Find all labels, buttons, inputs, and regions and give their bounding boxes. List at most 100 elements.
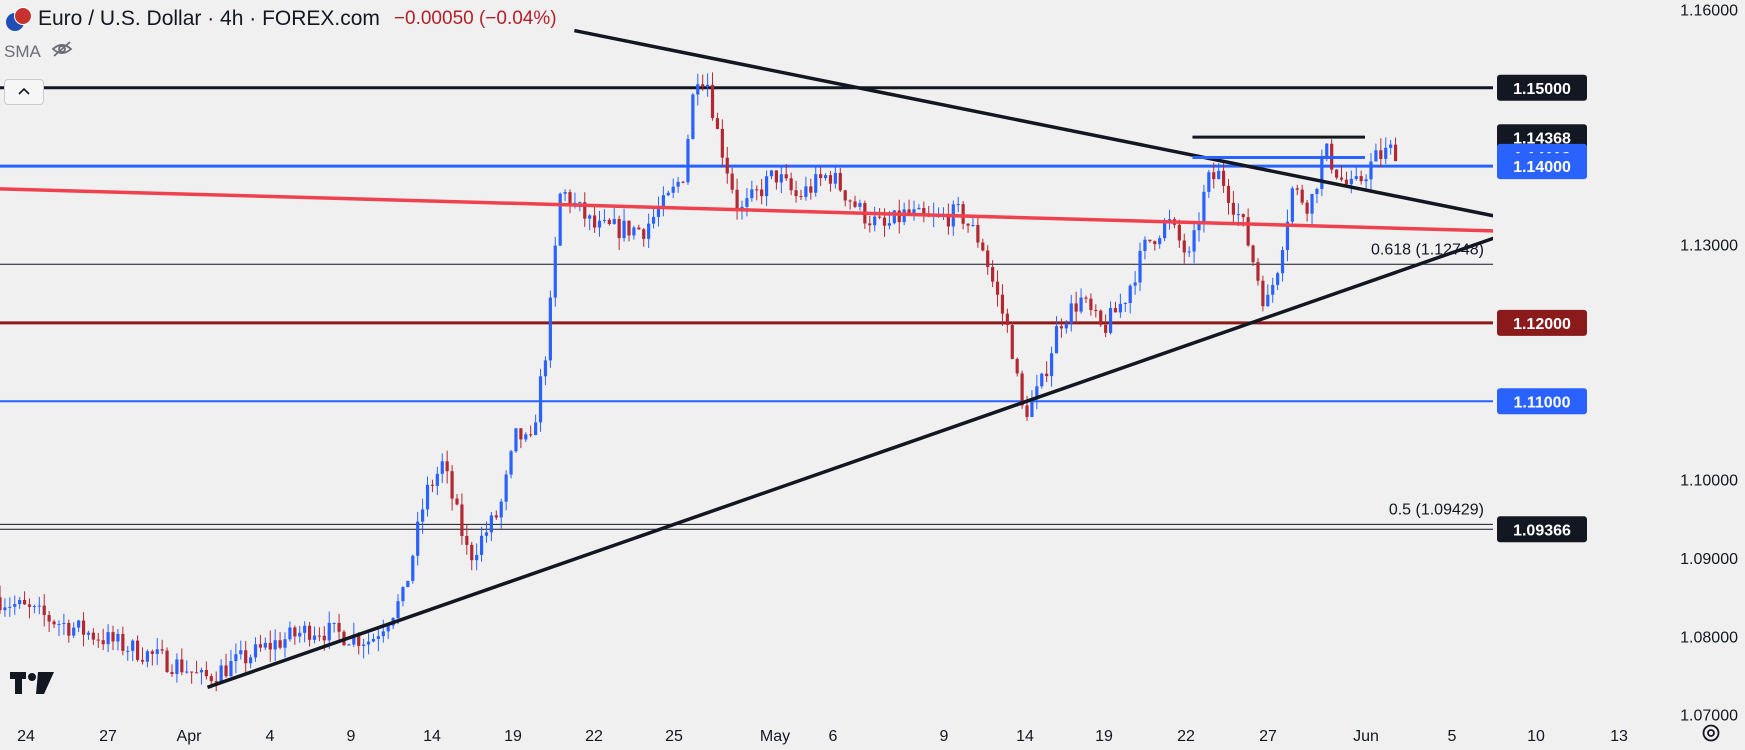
x-tick-label-14: 22 xyxy=(1177,728,1195,745)
candle-body-212 xyxy=(1040,373,1044,387)
candle-body-107 xyxy=(524,434,528,440)
candle-body-121 xyxy=(592,215,597,228)
candle-body-84 xyxy=(411,555,415,581)
candle-body-229 xyxy=(1123,302,1127,304)
indicator-label[interactable]: SMA xyxy=(4,41,41,61)
symbol-title[interactable]: Euro / U.S. Dollar · 4h · FOREX.com xyxy=(38,7,380,30)
candle-body-39 xyxy=(190,671,194,673)
candle-body-69 xyxy=(337,622,341,632)
eye-off-icon[interactable] xyxy=(51,40,73,63)
trendline-ascending-support xyxy=(206,236,1493,689)
collapse-legend-button[interactable] xyxy=(4,79,44,105)
candle-body-243 xyxy=(1192,230,1196,252)
candle-body-32 xyxy=(155,649,159,654)
x-tick-label-6: 19 xyxy=(504,728,522,745)
candle-body-83 xyxy=(406,580,410,588)
x-tick-label-13: 19 xyxy=(1095,728,1113,745)
price-label-box-4 xyxy=(1497,309,1587,336)
price-label-box-5 xyxy=(1497,388,1587,415)
price-label-box-6 xyxy=(1497,516,1587,543)
candle-body-82 xyxy=(401,587,405,602)
tradingview-logo-icon[interactable] xyxy=(10,670,58,703)
candle-body-149 xyxy=(730,173,734,190)
x-tick-label-9: May xyxy=(760,728,790,745)
candle-body-60 xyxy=(293,627,297,637)
candle-body-112 xyxy=(548,297,552,361)
candle-body-100 xyxy=(489,515,493,533)
candle-body-90 xyxy=(440,461,444,474)
candle-body-142 xyxy=(696,84,700,95)
trendline-descending-resistance xyxy=(574,28,1493,218)
candles-layer xyxy=(0,72,1398,692)
candle-body-196 xyxy=(961,204,965,224)
candle-body-110 xyxy=(538,376,543,423)
candle-body-22 xyxy=(106,632,110,645)
candle-body-154 xyxy=(755,189,759,191)
candle-body-78 xyxy=(381,631,385,637)
candle-body-274 xyxy=(1344,179,1349,185)
candle-body-151 xyxy=(740,206,744,209)
candle-body-235 xyxy=(1153,241,1157,245)
candle-body-152 xyxy=(745,198,749,207)
candle-body-283 xyxy=(1389,144,1393,148)
candle-body-65 xyxy=(317,635,322,637)
candle-body-129 xyxy=(632,227,636,236)
candle-body-251 xyxy=(1231,202,1236,215)
candle-body-47 xyxy=(229,661,233,677)
candle-body-140 xyxy=(686,138,690,183)
candle-body-233 xyxy=(1143,239,1147,252)
price-label-4: 1.12000 xyxy=(1513,316,1571,333)
candle-body-138 xyxy=(676,181,680,187)
price-label-6: 1.09366 xyxy=(1513,522,1571,539)
candle-body-281 xyxy=(1379,150,1383,159)
candle-body-43 xyxy=(209,676,213,682)
candle-body-77 xyxy=(376,636,380,639)
candle-body-216 xyxy=(1059,326,1064,329)
candle-body-7 xyxy=(32,606,36,608)
candle-body-198 xyxy=(971,225,975,226)
candle-body-162 xyxy=(794,190,798,197)
levels-layer xyxy=(0,86,1493,530)
candle-body-103 xyxy=(504,474,508,502)
candle-body-41 xyxy=(199,669,204,673)
candle-body-265 xyxy=(1300,189,1304,203)
settings-gear-icon[interactable] xyxy=(1700,722,1722,749)
y-tick-label-2: 1.10000 xyxy=(1680,473,1738,490)
candle-body-172 xyxy=(843,190,847,201)
candle-body-244 xyxy=(1197,224,1201,231)
candle-body-249 xyxy=(1221,170,1226,186)
candle-body-61 xyxy=(298,632,302,637)
candle-body-232 xyxy=(1138,251,1142,283)
price-label-3: 1.14000 xyxy=(1513,159,1571,176)
candle-body-208 xyxy=(1020,373,1024,406)
candle-body-25 xyxy=(121,633,125,651)
candle-body-57 xyxy=(278,640,282,648)
candle-body-23 xyxy=(111,632,115,642)
candle-body-228 xyxy=(1118,303,1122,313)
candle-body-153 xyxy=(750,189,754,199)
candle-body-207 xyxy=(1015,358,1019,374)
candle-body-114 xyxy=(558,193,562,246)
candle-body-133 xyxy=(651,216,656,224)
candle-body-97 xyxy=(475,554,479,561)
candle-body-230 xyxy=(1128,285,1132,303)
candle-body-157 xyxy=(769,170,774,177)
candle-body-21 xyxy=(101,640,105,645)
candle-body-150 xyxy=(735,189,739,209)
y-tick-label-4: 1.08000 xyxy=(1680,629,1738,646)
candle-body-48 xyxy=(234,654,238,662)
candle-body-118 xyxy=(578,202,582,204)
candle-body-46 xyxy=(224,665,228,677)
candle-body-68 xyxy=(332,622,336,624)
candle-body-158 xyxy=(774,170,779,183)
candle-body-269 xyxy=(1320,158,1324,189)
candle-body-224 xyxy=(1099,310,1103,325)
candle-body-130 xyxy=(637,227,641,230)
candle-body-38 xyxy=(185,671,189,673)
candle-body-220 xyxy=(1079,297,1083,312)
candle-body-27 xyxy=(131,640,135,651)
candle-body-50 xyxy=(244,650,248,664)
candle-body-31 xyxy=(150,651,154,654)
fib-label-1: 0.5 (1.09429) xyxy=(1389,501,1484,518)
